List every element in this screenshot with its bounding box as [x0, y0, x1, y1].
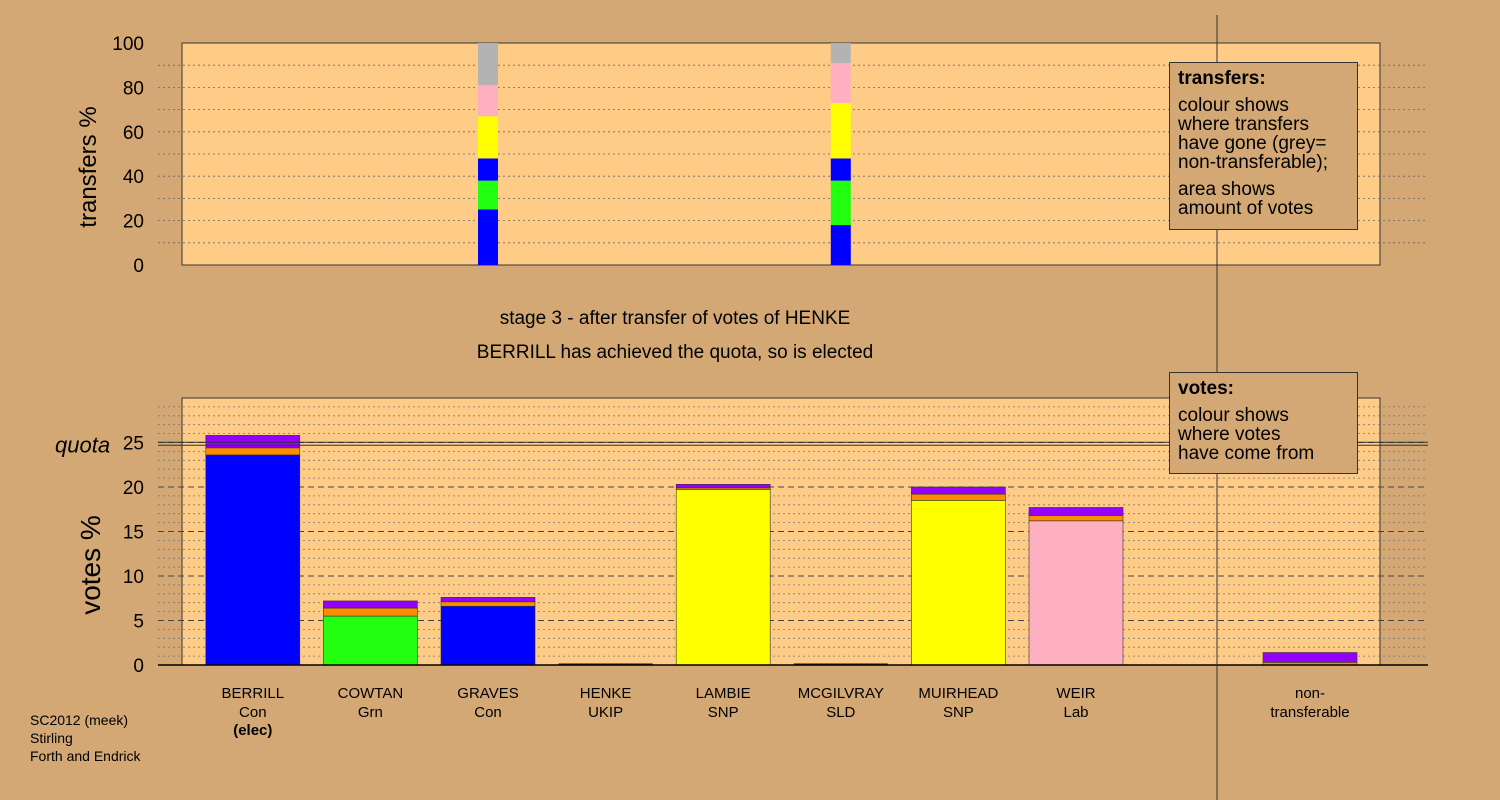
footer-election: SC2012 (meek) [30, 712, 129, 728]
vote-segment-grn [323, 615, 418, 666]
candidate-party: Grn [358, 704, 383, 721]
votes-y-ticks: 0 5 10 15 20 25 [123, 434, 144, 678]
vote-segment-sld [440, 597, 536, 603]
candidate-party: SNP [943, 704, 974, 721]
transfers-tick-label: 0 [133, 256, 144, 277]
vote-segment-lab [1028, 520, 1124, 666]
candidate-party: SLD [826, 704, 855, 721]
nontransferable-label: transferable [1270, 704, 1349, 721]
transfers-legend-line: non-transferable); [1178, 152, 1328, 173]
vote-segment-sld [675, 484, 771, 489]
vote-segment-snp [911, 500, 1006, 666]
votes-legend: votes: colour shows where votes have com… [1169, 372, 1358, 474]
vote-segment-ukip [1028, 515, 1124, 522]
vote-segment-con [440, 605, 536, 666]
transfers-legend-line: have gone (grey= [1178, 133, 1327, 154]
votes-tick-label: 5 [133, 612, 144, 633]
transfer-segment-lab [478, 85, 498, 117]
transfers-legend-heading: transfers: [1178, 68, 1266, 89]
nontransferable-label: non- [1295, 685, 1325, 702]
votes-legend-heading: votes: [1178, 378, 1234, 399]
transfers-gridlines [158, 64, 1428, 244]
transfers-tick-label: 40 [123, 167, 144, 188]
transfers-legend-area-note: area shows amount of votes [1178, 180, 1349, 218]
vote-segment-ukip [205, 447, 301, 456]
vote-segment-con [205, 454, 301, 666]
candidate-elected-note: (elec) [233, 722, 272, 739]
candidate-name: LAMBIE [696, 685, 751, 702]
transfers-legend-line: where transfers [1178, 114, 1309, 135]
votes-legend-colour-note: colour shows where votes have come from [1178, 406, 1349, 463]
candidate-party: Lab [1063, 704, 1088, 721]
transfer-segment-con [830, 158, 851, 181]
votes-tick-label: 15 [123, 523, 144, 544]
transfers-legend-colour-note: colour shows where transfers have gone (… [1178, 96, 1349, 172]
transfer-segment-lab [830, 62, 851, 103]
transfers-legend-line: amount of votes [1178, 198, 1314, 219]
transfers-tick-label: 60 [123, 123, 144, 144]
votes-tick-label: 10 [123, 567, 144, 588]
candidate-name: MCGILVRAY [798, 685, 884, 702]
transfers-y-axis-label: transfers % [75, 106, 102, 227]
candidate-name: BERRILL [222, 685, 285, 702]
vote-segment-ukip [440, 601, 536, 607]
candidate-party: SNP [708, 704, 739, 721]
transfers-bars [478, 43, 851, 265]
transfer-segment-grn [830, 180, 851, 226]
votes-tick-label: 0 [133, 656, 144, 677]
transfers-legend-line: colour shows [1178, 95, 1289, 116]
transfer-segment-nontransferable [830, 43, 851, 63]
votes-legend-line: colour shows [1178, 405, 1289, 426]
chart-title: stage 3 - after transfer of votes of HEN… [500, 308, 851, 329]
footer-council: Stirling [30, 730, 73, 746]
transfer-segment-snp [478, 116, 498, 159]
transfer-segment-con [478, 158, 498, 181]
candidate-labels: BERRILLCon(elec)COWTANGrnGRAVESConHENKEU… [222, 685, 1350, 739]
votes-legend-line: where votes [1178, 424, 1281, 445]
transfers-legend-line: area shows [1178, 179, 1276, 200]
votes-bars [205, 435, 1358, 666]
transfer-segment-grn [478, 180, 498, 210]
candidate-party: UKIP [588, 704, 623, 721]
nontransferable-segment-sld [1262, 652, 1358, 663]
transfers-tick-label: 80 [123, 78, 144, 99]
transfer-segment-nontransferable [478, 43, 498, 86]
vote-segment-sld [1028, 507, 1124, 516]
candidate-party: Con [474, 704, 502, 721]
votes-tick-label: 20 [123, 478, 144, 499]
vote-segment-ukip [911, 493, 1006, 501]
transfer-segment-snp [830, 102, 851, 159]
candidate-name: GRAVES [457, 685, 518, 702]
votes-tick-label: 25 [123, 434, 144, 455]
vote-segment-snp [675, 489, 771, 666]
vote-segment-ukip [323, 607, 418, 617]
vote-segment-sld [205, 435, 301, 449]
transfer-segment-con [478, 209, 498, 265]
election-footer: SC2012 (meek) Stirling Forth and Endrick [30, 711, 141, 765]
candidate-party: Con [239, 704, 267, 721]
votes-y-axis-label: votes % [75, 515, 106, 615]
vote-segment-sld [911, 486, 1006, 495]
chart-subtitle: BERRILL has achieved the quota, so is el… [477, 342, 873, 363]
transfer-segment-con [830, 225, 851, 265]
transfers-legend: transfers: colour shows where transfers … [1169, 62, 1358, 230]
candidate-name: MUIRHEAD [918, 685, 998, 702]
candidate-name: HENKE [580, 685, 632, 702]
vote-segment-sld [323, 600, 418, 609]
candidate-name: COWTAN [338, 685, 404, 702]
transfers-tick-label: 20 [123, 212, 144, 233]
candidate-name: WEIR [1056, 685, 1095, 702]
footer-ward: Forth and Endrick [30, 748, 141, 764]
transfers-y-ticks: 0 20 40 60 80 100 [112, 34, 144, 277]
transfers-tick-label: 100 [112, 34, 144, 55]
quota-label: quota [55, 432, 110, 457]
votes-legend-line: have come from [1178, 443, 1315, 464]
